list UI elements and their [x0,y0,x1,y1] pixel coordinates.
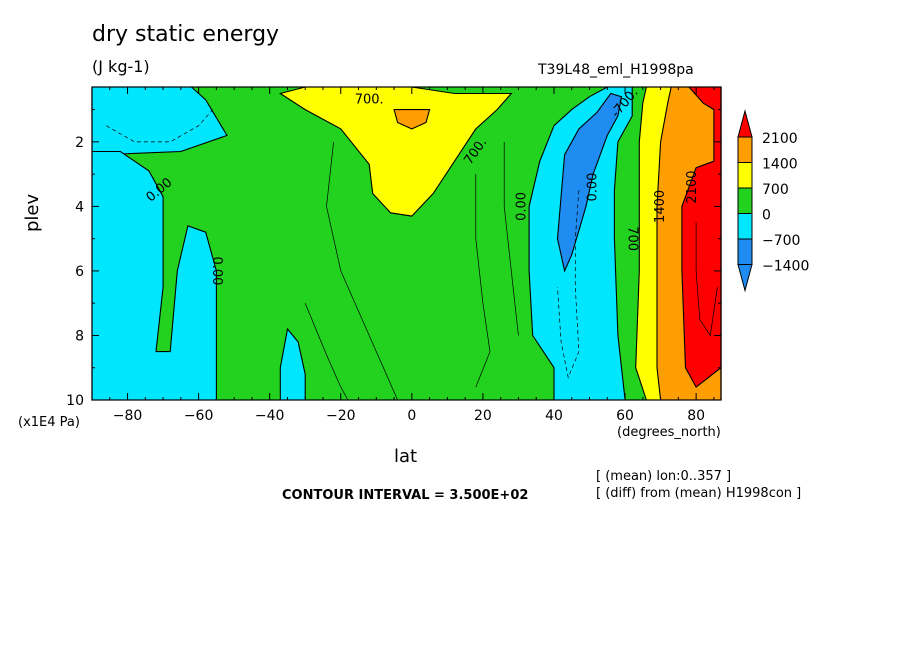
contour-region-7 [393,109,431,130]
chart-units: (J kg-1) [92,57,150,76]
colorbar-top-arrow [737,109,753,138]
contour-line-3 [503,141,519,336]
contour-interval-text: CONTOUR INTERVAL = 3.500E+02 [282,488,529,503]
x-axis-label: lat [394,446,418,467]
y-axis-unit: (x1E4 Pa) [18,415,80,430]
chart-title: dry static energy [92,22,280,47]
filled-contours [91,86,722,401]
contour-region-5 [556,92,623,273]
run-label: T39L48_eml_H1998pa [538,62,694,78]
x-tick-label: 20 [474,408,492,424]
y-tick-label: 2 [75,135,84,151]
y-tick-label: 10 [66,393,84,409]
contour-line-2 [475,174,491,388]
contour-line-0 [326,141,398,401]
x-tick-label: 60 [616,408,634,424]
colorbar-box [737,213,753,240]
colorbar-label: 0 [762,208,771,224]
plot-axes: −80 −60 −40 −20 0 20 40 60 80 2 4 6 8 10 [66,86,722,424]
colorbar-label: 2100 [762,131,798,147]
colorbar-box [737,136,753,163]
x-tick-label: −40 [255,408,285,424]
x-tick-label: −20 [326,408,356,424]
colorbar: 2100 1400 700 0 −700 −1400 [737,109,809,293]
contour-label-9: 2100 [685,170,700,203]
contour-label-0: 700. [355,92,384,107]
colorbar-box [737,238,753,265]
colorbar-label: −1400 [762,259,809,275]
info-line-mean: [ (mean) lon:0..357 ] [596,469,732,484]
colorbar-label: −700 [762,233,800,249]
contour-label-5: 0.00 [514,192,529,221]
colorbar-box [737,162,753,189]
contour-line-1 [304,303,349,401]
colorbar-box [737,187,753,214]
x-tick-label: −80 [113,408,143,424]
y-tick-label: 8 [75,328,84,344]
y-tick-label: 6 [75,264,84,280]
contour-line-5 [106,109,214,143]
y-tick-label: 4 [75,199,84,215]
contour-line-6 [695,222,718,337]
colorbar-label: 1400 [762,157,798,173]
x-axis-unit: (degrees_north) [617,425,721,440]
x-tick-label: 40 [545,408,563,424]
colorbar-bottom-arrow [737,264,753,293]
colorbar-label: 700 [762,182,789,198]
contour-region-6 [278,86,513,217]
x-tick-label: 80 [687,408,705,424]
x-tick-label: −60 [184,408,214,424]
contour-lines [106,109,718,401]
contour-region-2 [91,150,217,401]
plot-frame [91,86,722,401]
contour-line-4 [557,190,580,379]
info-line-diff: [ (diff) from (mean) H1998con ] [596,486,802,501]
contour-region-4 [528,86,633,401]
x-tick-label: 0 [407,408,416,424]
contour-label-8: 1400 [653,190,668,223]
contour-label-7: 700 [625,226,640,251]
contour-label-6: 0.00 [586,173,601,202]
contour-label-4: 0.00 [209,256,224,285]
